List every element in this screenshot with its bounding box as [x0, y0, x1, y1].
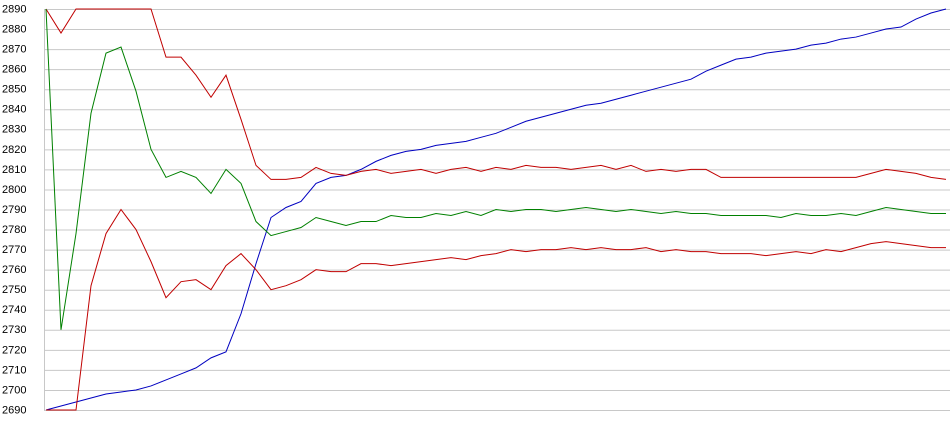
series-line [45, 8, 947, 180]
y-tick-label: 2750 [2, 284, 26, 296]
series-line [45, 8, 947, 411]
series-line [46, 208, 946, 411]
y-tick-label: 2730 [2, 324, 26, 336]
y-tick-label: 2890 [2, 3, 26, 15]
y-tick-label: 2810 [2, 164, 26, 176]
y-tick-label: 2780 [2, 224, 26, 236]
y-tick-label: 2710 [2, 364, 26, 376]
y-tick-label: 2800 [2, 184, 26, 196]
y-tick-label: 2840 [2, 104, 26, 116]
y-tick-label: 2790 [2, 204, 26, 216]
y-tick-label: 2820 [2, 144, 26, 156]
y-tick-label: 2850 [2, 84, 26, 96]
y-tick-label: 2880 [2, 23, 26, 35]
y-tick-label: 2760 [2, 264, 26, 276]
y-tick-label: 2860 [2, 64, 26, 76]
y-tick-label: 2740 [2, 304, 26, 316]
y-tick-label: 2700 [2, 384, 26, 396]
y-tick-label: 2770 [2, 244, 26, 256]
y-tick-label: 2690 [2, 404, 26, 416]
y-tick-label: 2830 [2, 124, 26, 136]
y-tick-label: 2870 [2, 44, 26, 56]
series-line [45, 8, 946, 330]
y-tick-label: 2720 [2, 344, 26, 356]
